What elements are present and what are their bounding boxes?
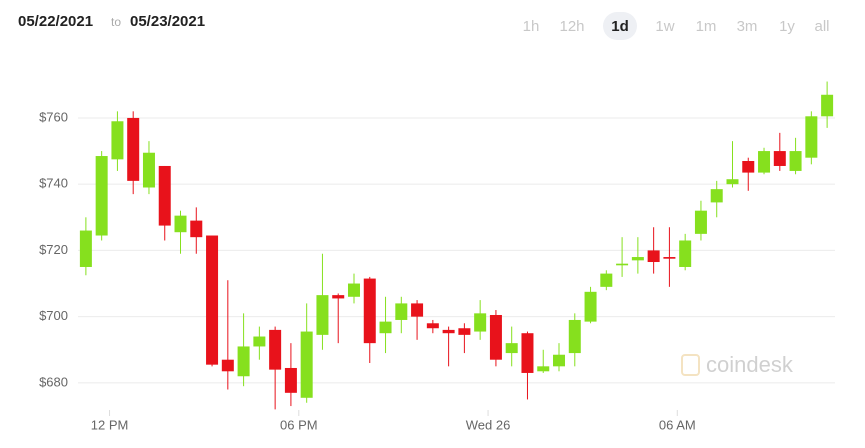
candle-body bbox=[647, 250, 660, 263]
candle-body bbox=[758, 151, 771, 173]
candle-body bbox=[789, 151, 802, 171]
candle-body bbox=[300, 331, 313, 398]
range-button[interactable]: all bbox=[814, 18, 829, 35]
x-tick-label: 12 PM bbox=[91, 417, 129, 432]
candle-body bbox=[710, 189, 723, 203]
range-button[interactable]: 3m bbox=[737, 18, 758, 35]
watermark-text: coindesk bbox=[706, 352, 794, 377]
candle-body bbox=[332, 295, 345, 299]
range-button[interactable]: 1m bbox=[696, 18, 717, 35]
candle-body bbox=[269, 329, 282, 370]
range-button[interactable]: 1y bbox=[779, 18, 795, 35]
y-tick-label: $760 bbox=[39, 109, 68, 124]
candle-body bbox=[379, 321, 392, 334]
date-to-word: to bbox=[111, 15, 121, 29]
x-tick-label: 06 PM bbox=[280, 417, 318, 432]
candle-body bbox=[221, 359, 234, 372]
range-button[interactable]: 12h bbox=[559, 18, 584, 35]
candle-body bbox=[395, 303, 408, 320]
candle-body bbox=[742, 161, 755, 173]
candle-body bbox=[663, 257, 676, 259]
candle-body bbox=[95, 156, 108, 236]
candle-body bbox=[694, 210, 707, 234]
candle-body bbox=[521, 333, 534, 373]
candle-body bbox=[426, 323, 439, 329]
candle-body bbox=[237, 346, 250, 377]
x-tick-label: 06 AM bbox=[659, 417, 696, 432]
candle-body bbox=[142, 152, 155, 188]
candle-body bbox=[805, 116, 818, 158]
range-selector: 1h 12h 1d 1w 1m 3m 1y all bbox=[523, 12, 830, 40]
candle-body bbox=[568, 319, 581, 354]
candle-body bbox=[505, 343, 518, 354]
candle-body bbox=[442, 329, 455, 334]
candle-body bbox=[616, 263, 629, 266]
y-tick-label: $700 bbox=[39, 308, 68, 323]
candle-body bbox=[773, 151, 786, 166]
candle-body bbox=[190, 220, 203, 238]
range-selected-bg bbox=[603, 12, 637, 40]
watermark-logo bbox=[681, 354, 700, 376]
candle-body bbox=[411, 303, 424, 317]
y-tick-label: $740 bbox=[39, 176, 68, 191]
candle-body bbox=[253, 336, 266, 347]
candle-body bbox=[474, 313, 487, 332]
candle-body bbox=[489, 314, 502, 360]
range-button[interactable]: 1h bbox=[523, 18, 540, 35]
candle-body bbox=[631, 257, 644, 261]
candle-body bbox=[679, 240, 692, 267]
candle-body bbox=[79, 230, 92, 267]
candle-body bbox=[363, 278, 376, 344]
candle-body bbox=[127, 117, 140, 181]
candle-body bbox=[284, 367, 297, 393]
range-button[interactable]: 1d bbox=[611, 18, 629, 35]
watermark: coindesk bbox=[681, 352, 794, 377]
candle-body bbox=[553, 354, 566, 367]
candle-body bbox=[347, 283, 360, 297]
x-tick-label: Wed 26 bbox=[466, 417, 511, 432]
candle-body bbox=[600, 273, 613, 287]
candle-body bbox=[174, 215, 187, 233]
candle-body bbox=[316, 295, 329, 335]
candle-body bbox=[458, 328, 471, 335]
candle-body bbox=[584, 291, 597, 322]
candle-body bbox=[537, 366, 550, 372]
date-from: 05/22/2021 bbox=[18, 13, 93, 30]
date-to: 05/23/2021 bbox=[130, 13, 205, 30]
candle-body bbox=[726, 179, 739, 185]
range-button[interactable]: 1w bbox=[655, 18, 674, 35]
y-tick-label: $720 bbox=[39, 242, 68, 257]
candle-body bbox=[206, 235, 219, 365]
candle-body bbox=[158, 165, 171, 226]
y-tick-label: $680 bbox=[39, 374, 68, 389]
candle-body bbox=[111, 121, 124, 160]
candle-body bbox=[821, 94, 834, 117]
